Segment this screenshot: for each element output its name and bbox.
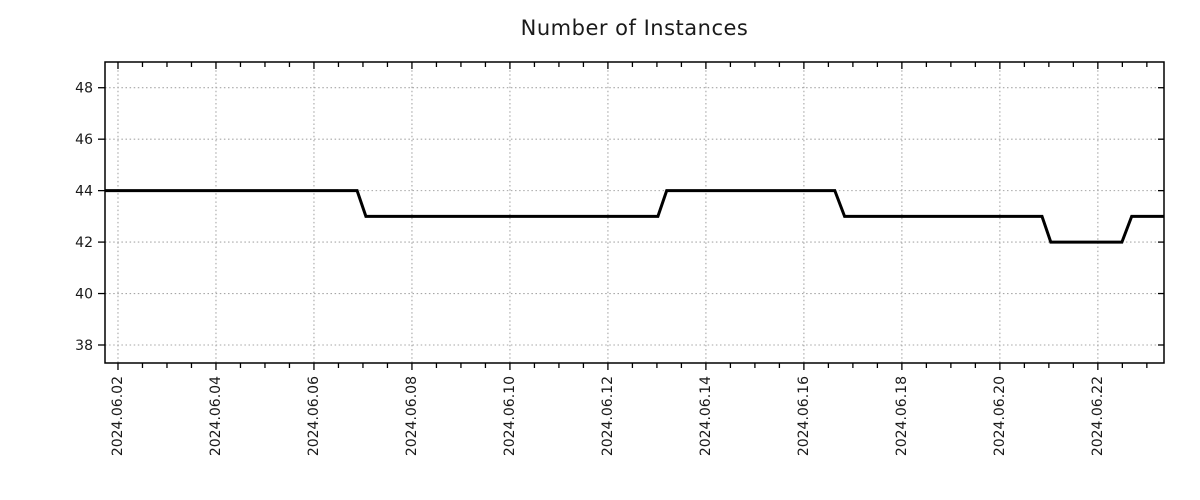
x-tick-label: 2024.06.22 <box>1090 376 1106 456</box>
series <box>105 189 1164 244</box>
y-tick-label: 48 <box>75 81 93 97</box>
x-tick-label: 2024.06.10 <box>502 376 518 456</box>
y-tick-label: 44 <box>75 184 93 200</box>
x-tick-label: 2024.06.20 <box>992 376 1008 456</box>
x-tick-label: 2024.06.18 <box>894 376 910 456</box>
x-tick-label: 2024.06.08 <box>404 376 420 456</box>
y-tick-label: 42 <box>75 235 93 251</box>
x-tick-label: 2024.06.06 <box>306 376 322 456</box>
x-tick-label: 2024.06.14 <box>698 376 714 456</box>
y-tick-label: 46 <box>75 132 93 148</box>
y-tick-label: 38 <box>75 338 93 354</box>
x-tick-label: 2024.06.04 <box>208 376 224 456</box>
chart-title: Number of Instances <box>520 16 749 40</box>
x-tick-label: 2024.06.16 <box>796 376 812 456</box>
grid-lines <box>105 62 1164 363</box>
series-line-instances <box>105 189 1164 244</box>
y-tick-label: 40 <box>75 287 93 303</box>
axis-ticks <box>98 62 1164 370</box>
plot-border <box>104 61 1165 364</box>
tick-labels: 38 40 42 44 46 48 2024.06.02 2024.06.04 2024.06.… <box>75 81 1106 456</box>
x-tick-label: 2024.06.02 <box>110 376 126 456</box>
x-tick-label: 2024.06.12 <box>600 376 616 456</box>
